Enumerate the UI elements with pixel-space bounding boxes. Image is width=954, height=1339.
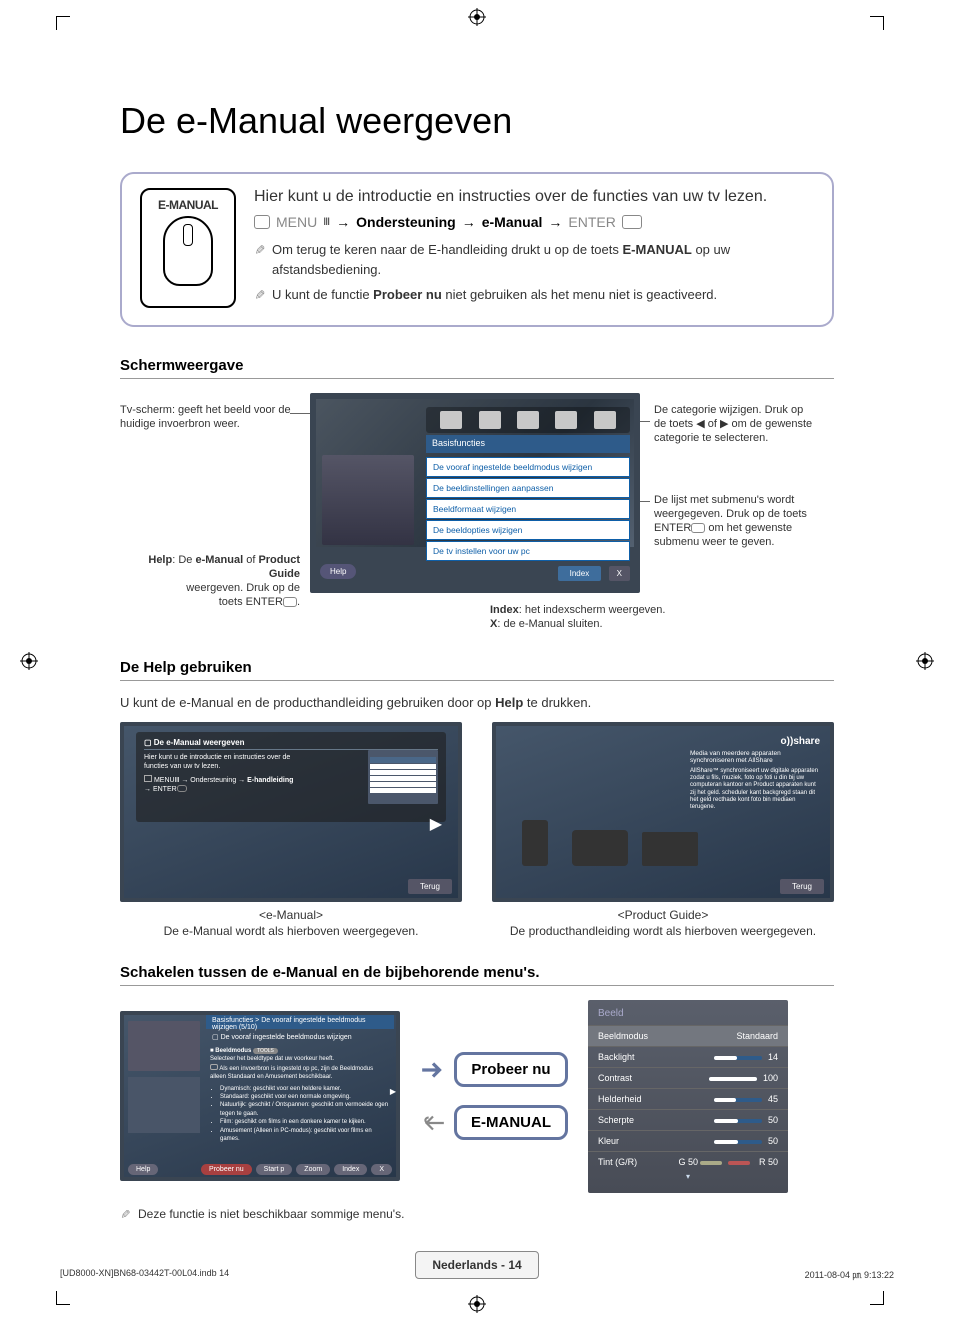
intro-text: Hier kunt u de introductie en instructie… xyxy=(254,188,814,206)
back-button[interactable]: Terug xyxy=(780,879,824,894)
enter-icon xyxy=(691,523,705,533)
detail-body: ■ Beeldmodus TOOLS Selecteer het beeldty… xyxy=(210,1047,390,1143)
intro-panel: E-MANUAL Hier kunt u de introductie en i… xyxy=(120,172,834,327)
callout-text: De lijst met submenu's wordtweergegeven.… xyxy=(654,493,834,550)
arrow-right-icon xyxy=(420,1057,446,1083)
tv-preview xyxy=(322,455,414,545)
emanual-label: E-MANUAL xyxy=(454,1105,568,1140)
caption: <Product Guide> xyxy=(492,908,834,922)
breadcrumb-menu: MENU xyxy=(276,214,317,230)
footer-timestamp: 2011-08-04 ㏘ 9:13:22 xyxy=(805,1268,894,1281)
breadcrumb-step: Ondersteuning xyxy=(356,214,456,230)
note-text: U kunt de functie Probeer nu niet gebrui… xyxy=(254,285,814,305)
registration-mark-icon xyxy=(468,1295,486,1313)
category-label: Basisfuncties xyxy=(426,435,630,453)
index-button[interactable]: Index xyxy=(558,566,602,581)
help-panel: ▢ De e-Manual weergeven Hier kunt u de i… xyxy=(136,732,446,822)
picture-settings-panel: Beeld BeeldmodusStandaard Backlight14 Co… xyxy=(588,1000,788,1193)
menu-icon xyxy=(254,215,270,229)
submenu-list: De vooraf ingestelde beeldmodus wijzigen… xyxy=(426,457,630,561)
submenu-item[interactable]: De beeldinstellingen aanpassen xyxy=(426,478,630,498)
callout-text: Help: De e-Manual of Product Guide weerg… xyxy=(120,553,300,610)
arrow-left-icon xyxy=(420,1110,446,1136)
detail-header: Basisfuncties > De vooraf ingestelde bee… xyxy=(206,1015,394,1029)
x-button[interactable]: X xyxy=(609,566,630,581)
x-button[interactable]: X xyxy=(371,1164,392,1175)
breadcrumb: MENUⅢ → Ondersteuning → e-Manual → ENTER xyxy=(254,214,814,230)
help-panel-bc: MENUⅢ → Ondersteuning → E-handleiding→ E… xyxy=(144,775,315,794)
setting-row[interactable]: Tint (G/R)G 50 R 50 xyxy=(588,1151,788,1172)
setting-row[interactable]: Scherpte50 xyxy=(588,1109,788,1130)
category-icon[interactable] xyxy=(517,411,539,429)
allshare-body: Media van meerdere apparaten synchronise… xyxy=(690,750,820,812)
category-icon[interactable] xyxy=(479,411,501,429)
caption: De e-Manual wordt als hierboven weergege… xyxy=(120,924,462,938)
setting-row[interactable]: Helderheid45 xyxy=(588,1088,788,1109)
laptop-icon xyxy=(642,832,698,866)
section-title: De Help gebruiken xyxy=(120,659,834,681)
detail-subtitle: ▢ De vooraf ingestelde beeldmodus wijzig… xyxy=(206,1031,394,1043)
help-button[interactable]: Help xyxy=(320,564,356,579)
submenu-item[interactable]: De tv instellen voor uw pc xyxy=(426,541,630,561)
registration-mark-icon xyxy=(468,8,486,26)
category-icon[interactable] xyxy=(440,411,462,429)
callout-text: De categorie wijzigen. Druk opde toets ◀… xyxy=(654,403,834,446)
index-button[interactable]: Index xyxy=(334,1164,367,1175)
section-title: Schermweergave xyxy=(120,357,834,379)
help-panel-text: Hier kunt u de introductie en instructie… xyxy=(144,753,315,771)
category-icon[interactable] xyxy=(594,411,616,429)
arrow-icon: → xyxy=(462,214,476,230)
remote-label: E-MANUAL xyxy=(158,198,218,212)
zoom-button[interactable]: Zoom xyxy=(296,1164,330,1175)
setting-row[interactable]: Contrast100 xyxy=(588,1067,788,1088)
caption: <e-Manual> xyxy=(120,908,462,922)
note-text: Om terug te keren naar de E-handleiding … xyxy=(254,240,814,279)
footer-note: Deze functie is niet beschikbaar sommige… xyxy=(120,1207,834,1221)
submenu-item[interactable]: De vooraf ingestelde beeldmodus wijzigen xyxy=(426,457,630,477)
section-title: Schakelen tussen de e-Manual en de bijbe… xyxy=(120,964,834,986)
tv-preview xyxy=(128,1021,200,1071)
caption: De producthandleiding wordt als hierbove… xyxy=(492,924,834,938)
registration-mark-icon xyxy=(20,652,38,670)
submenu-item[interactable]: Beeldformaat wijzigen xyxy=(426,499,630,519)
phone-icon xyxy=(522,820,548,866)
tv-screen-diagram: Basisfuncties De vooraf ingestelde beeld… xyxy=(310,393,640,593)
panel-title: Beeld xyxy=(588,1006,788,1025)
remote-button-icon: E-MANUAL xyxy=(140,188,236,308)
camera-icon xyxy=(572,830,628,866)
emanual-screenshot: ▢ De e-Manual weergeven Hier kunt u de i… xyxy=(120,722,462,902)
callout-text: Tv-scherm: geeft het beeld voor dehuidig… xyxy=(120,403,300,432)
detail-screenshot: Basisfuncties > De vooraf ingestelde bee… xyxy=(120,1011,400,1181)
body-text: U kunt de e-Manual en de producthandleid… xyxy=(120,695,834,710)
page-title: De e-Manual weergeven xyxy=(120,100,834,142)
arrow-icon: → xyxy=(336,214,350,230)
setting-row[interactable]: BeeldmodusStandaard xyxy=(588,1025,788,1046)
breadcrumb-enter: ENTER xyxy=(568,214,615,230)
submenu-item[interactable]: De beeldopties wijzigen xyxy=(426,520,630,540)
category-bar[interactable] xyxy=(426,407,630,433)
help-button[interactable]: Help xyxy=(128,1164,158,1175)
product-guide-screenshot: o))share Media van meerdere apparaten sy… xyxy=(492,722,834,902)
try-now-label: Probeer nu xyxy=(454,1052,567,1087)
enter-icon xyxy=(283,597,297,607)
callout-text: Index: het indexscherm weergeven.X: de e… xyxy=(490,603,710,632)
back-button[interactable]: Terug xyxy=(408,879,452,894)
breadcrumb-step: e-Manual xyxy=(482,214,543,230)
category-icon[interactable] xyxy=(555,411,577,429)
enter-icon xyxy=(622,215,642,229)
help-panel-title: ▢ De e-Manual weergeven xyxy=(144,738,438,750)
setting-row[interactable]: Backlight14 xyxy=(588,1046,788,1067)
footer-filename: [UD8000-XN]BN68-03442T-00L04.indb 14 xyxy=(60,1268,229,1281)
allshare-logo: o))share xyxy=(781,736,820,747)
gallery-preview xyxy=(128,1077,200,1133)
arrow-icon: → xyxy=(548,214,562,230)
try-now-button[interactable]: Probeer nu xyxy=(201,1164,252,1175)
registration-mark-icon xyxy=(916,652,934,670)
setting-row[interactable]: Kleur50 xyxy=(588,1130,788,1151)
start-button[interactable]: Start p xyxy=(256,1164,293,1175)
